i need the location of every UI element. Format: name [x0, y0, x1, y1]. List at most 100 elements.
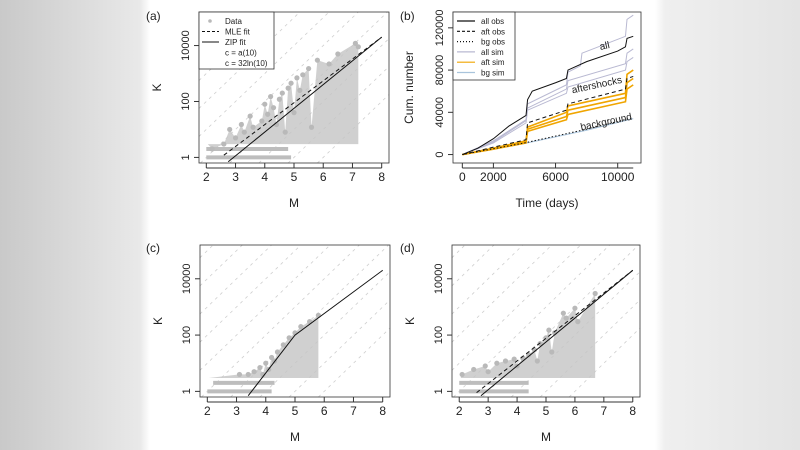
- y-axis-label: Cum. number: [402, 51, 416, 124]
- reference-line: [198, 11, 330, 137]
- data-point: [511, 356, 517, 362]
- data-point: [294, 75, 300, 81]
- data-point: [306, 65, 312, 72]
- x-tick-label: 2: [204, 404, 211, 418]
- panel-label-d: (d): [400, 241, 415, 255]
- reference-line: [539, 299, 641, 398]
- data-point: [291, 110, 297, 116]
- data-point: [282, 129, 288, 135]
- x-tick-label: 6: [572, 404, 579, 418]
- data-point: [247, 113, 253, 119]
- data-point: [534, 358, 540, 364]
- data-point: [494, 360, 500, 366]
- data-point: [355, 44, 361, 50]
- series-line: [462, 35, 634, 156]
- x-tick-label: 3: [485, 404, 492, 418]
- data-point: [537, 340, 543, 347]
- legend-entry: bg sim: [481, 69, 505, 78]
- annotation: background: [580, 112, 633, 134]
- y-tick-label: 100: [181, 326, 193, 344]
- fit-line: [223, 36, 382, 156]
- data-point: [335, 51, 341, 57]
- data-point: [485, 369, 491, 375]
- data-point: [549, 349, 555, 355]
- data-point: [276, 96, 282, 102]
- data-point: [297, 87, 303, 93]
- data-point: [221, 141, 227, 147]
- x-tick-label: 6000: [542, 170, 569, 184]
- reference-line: [451, 244, 495, 287]
- data-point: [285, 85, 291, 91]
- data-point: [592, 290, 598, 297]
- fit-line: [227, 36, 383, 163]
- x-tick-label: 8: [378, 170, 385, 184]
- legend-entry: aft obs: [481, 27, 505, 36]
- series-line: [462, 117, 634, 156]
- y-axis-label: K: [403, 317, 417, 325]
- panel-b: 0 2000 6000 10000 0 40000 80000 120000 Time (day…: [402, 9, 642, 210]
- legend-entry: MLE fit: [225, 28, 251, 37]
- data-point: [575, 319, 581, 325]
- panel-label-a: (a): [146, 9, 161, 23]
- data-point: [251, 369, 257, 375]
- y-tick-label: 0: [434, 151, 446, 157]
- y-tick-label: 10000: [180, 30, 192, 61]
- data-point: [279, 90, 285, 96]
- data-point: [471, 366, 477, 373]
- data-point: [546, 327, 552, 333]
- reference-line: [288, 299, 391, 398]
- data-point: [250, 124, 256, 130]
- reference-line: [198, 11, 301, 109]
- data-point: [274, 349, 281, 355]
- data-point: [314, 57, 320, 63]
- reference-line: [287, 66, 390, 164]
- data-point: [560, 310, 566, 316]
- x-tick-label: 0: [459, 170, 466, 184]
- panel-d: 2 3 4 5 6 7 8 1 100 10000 M K: [403, 244, 641, 444]
- data-point: [232, 135, 239, 141]
- data-point: [268, 93, 274, 100]
- x-tick-label: 4: [514, 404, 521, 418]
- x-tick-label: 10000: [601, 170, 635, 184]
- data-point: [238, 121, 244, 128]
- x-tick-label: 2000: [480, 170, 507, 184]
- x-tick-label: 6: [320, 170, 327, 184]
- data-point: [572, 305, 578, 311]
- x-axis-label: M: [290, 430, 300, 444]
- data-cloud: [208, 315, 319, 378]
- x-tick-label: 8: [379, 404, 386, 418]
- plot-area: [199, 244, 391, 398]
- x-tick-label: 3: [233, 404, 240, 418]
- data-point: [262, 101, 268, 107]
- x-tick-label: 4: [261, 170, 268, 184]
- data-point: [326, 61, 332, 67]
- data-point: [300, 72, 306, 78]
- data-point: [459, 371, 465, 378]
- reference-line: [201, 244, 360, 398]
- reference-line: [199, 244, 214, 258]
- x-tick-label: 7: [349, 170, 356, 184]
- fit-line: [480, 269, 634, 397]
- data-point: [308, 124, 315, 130]
- legend-entry: all obs: [481, 17, 504, 26]
- x-tick-label: 4: [262, 404, 269, 418]
- y-tick-label: 1: [180, 154, 192, 160]
- data-point: [263, 360, 269, 366]
- data-point: [563, 315, 569, 321]
- reference-line: [199, 244, 243, 287]
- data-point: [280, 342, 286, 348]
- plot-frame: [452, 11, 642, 164]
- y-tick-label: 1: [433, 388, 445, 394]
- y-tick-label: 100: [180, 92, 192, 110]
- panel-label-c: (c): [146, 241, 160, 255]
- data-point: [227, 126, 233, 133]
- y-axis-label: K: [150, 83, 164, 91]
- plot-area: [451, 244, 641, 398]
- x-tick-label: 8: [629, 404, 636, 418]
- x-tick-label: 7: [601, 404, 608, 418]
- y-tick-label: 10000: [181, 263, 193, 294]
